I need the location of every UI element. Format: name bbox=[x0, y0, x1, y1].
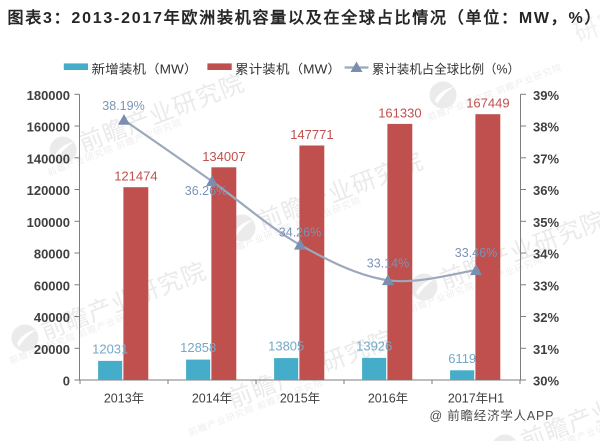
svg-text:120000: 120000 bbox=[27, 183, 70, 198]
svg-text:38%: 38% bbox=[533, 120, 559, 135]
svg-text:161330: 161330 bbox=[378, 105, 421, 120]
svg-text:33%: 33% bbox=[533, 278, 559, 293]
svg-text:12858: 12858 bbox=[180, 340, 216, 355]
svg-text:36%: 36% bbox=[533, 183, 559, 198]
svg-text:33.46%: 33.46% bbox=[455, 246, 497, 260]
svg-text:2015年: 2015年 bbox=[280, 392, 320, 406]
svg-text:38.19%: 38.19% bbox=[102, 99, 144, 113]
svg-text:180000: 180000 bbox=[27, 88, 70, 103]
svg-text:60000: 60000 bbox=[34, 278, 70, 293]
svg-text:2017年H1: 2017年H1 bbox=[448, 392, 504, 406]
svg-text:80000: 80000 bbox=[34, 247, 70, 262]
svg-text:35%: 35% bbox=[533, 215, 559, 230]
svg-text:40000: 40000 bbox=[34, 310, 70, 325]
svg-text:30%: 30% bbox=[533, 374, 559, 389]
svg-text:34.26%: 34.26% bbox=[279, 226, 321, 240]
svg-text:100000: 100000 bbox=[27, 215, 70, 230]
svg-text:34%: 34% bbox=[533, 247, 559, 262]
svg-text:累计装机（MW）: 累计装机（MW） bbox=[235, 63, 341, 77]
svg-text:12031: 12031 bbox=[92, 341, 128, 356]
svg-text:31%: 31% bbox=[533, 342, 559, 357]
svg-text:0: 0 bbox=[63, 374, 70, 389]
svg-text:2014年: 2014年 bbox=[192, 392, 232, 406]
svg-text:36.26%: 36.26% bbox=[185, 184, 227, 198]
svg-text:图表3：2013-2017年欧洲装机容量以及在全球占比情况（: 图表3：2013-2017年欧洲装机容量以及在全球占比情况（单位：MW，%） bbox=[8, 8, 600, 27]
svg-text:6119: 6119 bbox=[448, 351, 476, 366]
svg-text:37%: 37% bbox=[533, 151, 559, 166]
svg-text:167449: 167449 bbox=[466, 96, 509, 111]
svg-text:147771: 147771 bbox=[290, 127, 333, 142]
svg-text:33.14%: 33.14% bbox=[367, 257, 409, 271]
svg-text:@ 前瞻经济学人APP: @ 前瞻经济学人APP bbox=[430, 408, 554, 423]
svg-text:160000: 160000 bbox=[27, 120, 70, 135]
svg-text:39%: 39% bbox=[533, 88, 559, 103]
svg-text:140000: 140000 bbox=[27, 151, 70, 166]
svg-text:20000: 20000 bbox=[34, 342, 70, 357]
svg-text:13805: 13805 bbox=[268, 339, 304, 354]
svg-text:2016年: 2016年 bbox=[368, 392, 408, 406]
svg-text:13926: 13926 bbox=[356, 338, 392, 353]
svg-text:32%: 32% bbox=[533, 310, 559, 325]
svg-text:新增装机（MW）: 新增装机（MW） bbox=[92, 62, 198, 77]
svg-text:121474: 121474 bbox=[114, 169, 157, 184]
svg-text:累计装机占全球比例（%）: 累计装机占全球比例（%） bbox=[372, 62, 520, 77]
svg-text:134007: 134007 bbox=[202, 149, 245, 164]
svg-text:2013年: 2013年 bbox=[104, 392, 144, 406]
